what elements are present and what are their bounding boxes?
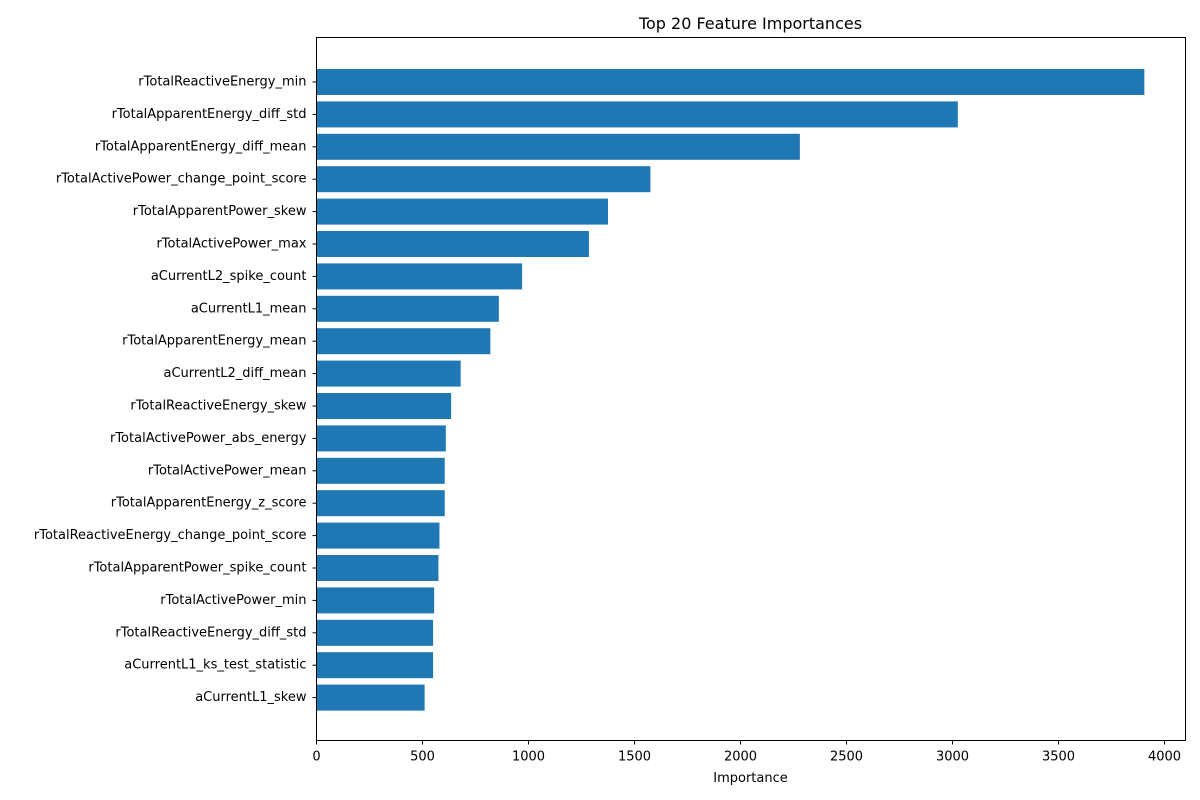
x-tick-label: 1500 bbox=[618, 750, 651, 765]
y-tick-label: rTotalApparentPower_skew bbox=[133, 204, 307, 219]
x-tick-label: 500 bbox=[410, 750, 435, 765]
y-tick-label: aCurrentL2_spike_count bbox=[151, 269, 307, 284]
y-tick-label: rTotalActivePower_abs_energy bbox=[110, 431, 307, 446]
bars-group bbox=[316, 69, 1145, 711]
x-tick-label: 4000 bbox=[1148, 750, 1181, 765]
bar-rTotalReactiveEnergy_change_point_score bbox=[316, 522, 440, 549]
x-tick-label: 2500 bbox=[830, 750, 863, 765]
bar-rTotalApparentEnergy_z_score bbox=[316, 490, 445, 517]
bar-rTotalActivePower_change_point_score bbox=[316, 166, 651, 193]
y-tick-label: rTotalReactiveEnergy_diff_std bbox=[115, 625, 306, 640]
plot-frame bbox=[316, 37, 1186, 741]
y-tick-label: rTotalReactiveEnergy_change_point_score bbox=[34, 528, 307, 543]
y-tick-label: rTotalReactiveEnergy_min bbox=[138, 75, 306, 90]
y-tick-label: rTotalApparentEnergy_z_score bbox=[111, 496, 307, 511]
y-tick-label: rTotalApparentEnergy_mean bbox=[122, 334, 306, 349]
y-tick-label: rTotalActivePower_mean bbox=[148, 463, 307, 478]
bar-rTotalApparentEnergy_diff_std bbox=[316, 101, 958, 128]
bar-rTotalActivePower_min bbox=[316, 587, 435, 614]
x-axis-ticks: 0 500 1000 1500 2000 2500 3000 3500 4000 bbox=[312, 740, 1181, 765]
bar-rTotalReactiveEnergy_skew bbox=[316, 393, 452, 419]
y-tick-label: rTotalApparentEnergy_diff_mean bbox=[95, 139, 307, 154]
y-tick-label: rTotalActivePower_max bbox=[156, 237, 306, 252]
x-tick-label: 2000 bbox=[724, 750, 757, 765]
bar-rTotalApparentEnergy_diff_mean bbox=[316, 133, 800, 160]
bar-rTotalReactiveEnergy_diff_std bbox=[316, 619, 434, 646]
y-tick-label: aCurrentL2_diff_mean bbox=[164, 366, 307, 381]
bar-rTotalApparentPower_skew bbox=[316, 198, 608, 225]
y-axis-ticks: rTotalReactiveEnergy_min rTotalApparentEn… bbox=[34, 75, 317, 705]
bar-rTotalApparentEnergy_mean bbox=[316, 328, 491, 355]
bar-aCurrentL1_ks_test_statistic bbox=[316, 652, 434, 679]
y-tick-label: aCurrentL1_ks_test_statistic bbox=[124, 658, 306, 673]
y-tick-label: rTotalActivePower_change_point_score bbox=[56, 172, 307, 187]
x-tick-label: 1000 bbox=[512, 750, 545, 765]
y-tick-label: rTotalActivePower_min bbox=[160, 593, 306, 608]
x-tick-label: 3000 bbox=[936, 750, 969, 765]
bar-aCurrentL1_skew bbox=[316, 684, 425, 711]
y-tick-label: rTotalApparentEnergy_diff_std bbox=[112, 107, 307, 122]
bar-rTotalActivePower_max bbox=[316, 231, 589, 257]
bar-aCurrentL2_diff_mean bbox=[316, 360, 461, 387]
bar-rTotalActivePower_mean bbox=[316, 457, 445, 484]
bar-aCurrentL2_spike_count bbox=[316, 263, 523, 290]
y-tick-label: aCurrentL1_mean bbox=[191, 301, 307, 316]
bar-rTotalApparentPower_spike_count bbox=[316, 555, 439, 581]
y-tick-label: rTotalReactiveEnergy_skew bbox=[130, 399, 307, 414]
x-tick-label: 3500 bbox=[1042, 750, 1075, 765]
bar-rTotalActivePower_abs_energy bbox=[316, 425, 446, 452]
bar-rTotalReactiveEnergy_min bbox=[316, 69, 1145, 95]
x-axis-label: Importance bbox=[713, 771, 788, 786]
y-tick-label: aCurrentL1_skew bbox=[195, 690, 307, 705]
chart-title: Top 20 Feature Importances bbox=[638, 14, 862, 33]
y-tick-label: rTotalApparentPower_spike_count bbox=[88, 561, 306, 576]
bar-aCurrentL1_mean bbox=[316, 295, 499, 322]
x-tick-label: 0 bbox=[312, 750, 320, 765]
